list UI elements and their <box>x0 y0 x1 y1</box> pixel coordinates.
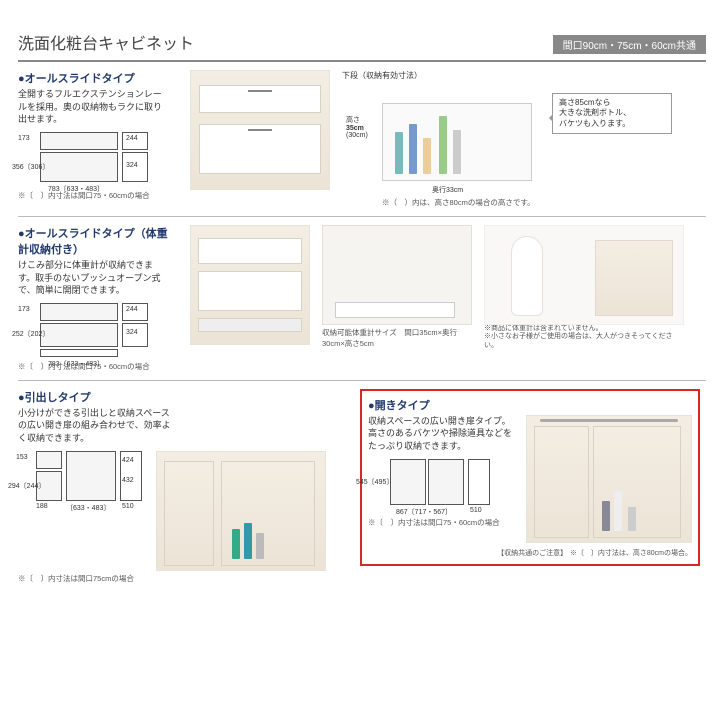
lower-heading: 下段（収納有効寸法） <box>342 70 692 81</box>
allslide-scale-desc: けこみ部分に体重計が収納できます。取手のないプッシュオープン式で、簡単に開閉でき… <box>18 259 168 297</box>
open-diagram: 545〔495〕 867〔717・567〕 510 <box>368 459 498 515</box>
right-note2: ※小さなお子様がご使用の場合は、大人がつきそってください。 <box>484 333 684 350</box>
open-render <box>526 415 692 543</box>
drawer-note: ※〔 〕内寸法は間口75cmの場合 <box>18 573 348 584</box>
dim-d1: 244 <box>126 135 138 142</box>
dim: 244 <box>126 306 138 313</box>
dim: 424 <box>122 457 134 464</box>
dim-h2: 356〔306〕 <box>12 162 49 172</box>
drawer-render <box>156 451 326 571</box>
drawer-desc: 小分けができる引出しと収納スペースの広い開き扉の組み合わせで、効率よく収納できま… <box>18 407 178 445</box>
dim: 783〔633・483〕 <box>48 359 104 369</box>
allslide-diagram: 173 356〔306〕 783〔633・483〕 244 324 <box>18 132 158 188</box>
dim-w: 783〔633・483〕 <box>48 184 104 194</box>
open-common-note: ※〔 〕内寸法は、高さ80cmの場合。 <box>570 550 692 557</box>
drawer-title: 引出しタイプ <box>18 389 348 405</box>
header: 洗面化粧台キャビネット 間口90cm・75cm・60cm共通 <box>18 30 706 54</box>
open-common-label: 【収納共通のご注意】 <box>497 550 567 557</box>
scale-lifestyle: ※商品に体重計は含まれていません。 ※小さなお子様がご使用の場合は、大人がつきそ… <box>484 225 684 350</box>
open-note: ※〔 〕内寸法は間口75・60cmの場合 <box>368 517 518 528</box>
width-chip: 間口90cm・75cm・60cm共通 <box>553 35 706 54</box>
lower-callout: 高さ85cmなら 大きな洗剤ボトル、 バケツも入ります。 <box>552 93 672 134</box>
divider-top <box>18 60 706 62</box>
dim: 〔633・483〕 <box>66 503 110 513</box>
allslide-render <box>190 70 330 190</box>
dim: 252〔202〕 <box>12 329 49 339</box>
divider-1 <box>18 216 706 217</box>
dim: 545〔495〕 <box>356 477 393 487</box>
divider-2 <box>18 380 706 381</box>
section-row-3: 引出しタイプ 小分けができる引出しと収納スペースの広い開き扉の組み合わせで、効率… <box>18 389 706 584</box>
section-allslide: オールスライドタイプ 全開するフルエクステンションレールを採用。奥の収納物もラク… <box>18 70 706 208</box>
dim: 432 <box>122 477 134 484</box>
val: 35cm <box>346 125 364 132</box>
scale-render-1 <box>190 225 310 345</box>
allslide-scale-title: オールスライドタイプ（体重計収納付き） <box>18 225 178 257</box>
lower-height-label: 高さ 35cm (30cm) <box>346 115 368 139</box>
allslide-desc: 全開するフルエクステンションレールを採用。奥の収納物もラクに取り出せます。 <box>18 88 168 126</box>
section-open: 開きタイプ 収納スペースの広い開き扉タイプ。高さのあるバケツや掃除道具などをたっ… <box>360 389 700 566</box>
drawer-diagram: 153 294〔244〕 188 〔633・483〕 424 432 510 <box>18 451 148 511</box>
dim-h1: 173 <box>18 135 30 142</box>
lower-foot: ※（ ）内は、高さ80cmの場合の高さです。 <box>382 197 692 208</box>
dim: 324 <box>126 329 138 336</box>
dim: 153 <box>16 454 28 461</box>
page-title: 洗面化粧台キャビネット <box>18 30 194 54</box>
dim-d2: 324 <box>126 162 138 169</box>
dim: 173 <box>18 306 30 313</box>
lbl: 高さ <box>346 117 360 124</box>
open-desc: 収納スペースの広い開き扉タイプ。高さのあるバケツや掃除道具などをたっぷり収納でき… <box>368 415 518 453</box>
allslide-title: オールスライドタイプ <box>18 70 178 86</box>
dim: 867〔717・567〕 <box>396 507 452 517</box>
lower-depth: 奥行33cm <box>432 185 463 195</box>
scale-render-2: 収納可能体重計サイズ 間口35cm×奥行30cm×高さ5cm <box>322 225 472 349</box>
dim: 510 <box>122 503 134 510</box>
dim: 188 <box>36 503 48 510</box>
lower-render <box>382 103 532 181</box>
tray-note: 収納可能体重計サイズ 間口35cm×奥行30cm×高さ5cm <box>322 327 472 349</box>
allslide-scale-diagram: 173 252〔202〕 783〔633・483〕 244 324 <box>18 303 158 359</box>
section-allslide-scale: オールスライドタイプ（体重計収納付き） けこみ部分に体重計が収納できます。取手の… <box>18 225 706 372</box>
section-drawer: 引出しタイプ 小分けができる引出しと収納スペースの広い開き扉の組み合わせで、効率… <box>18 389 348 584</box>
dim: 510 <box>470 507 482 514</box>
open-title: 開きタイプ <box>368 397 692 413</box>
paren: (30cm) <box>346 132 368 139</box>
dim: 294〔244〕 <box>8 481 45 491</box>
